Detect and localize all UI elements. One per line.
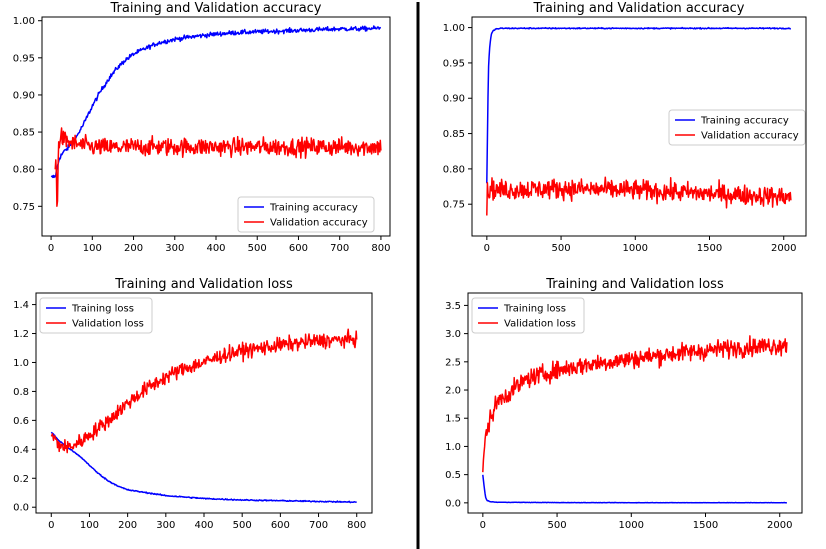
x-tick-label: 700	[330, 243, 349, 254]
x-tick-label: 300	[156, 520, 175, 531]
y-tick-label: 1.5	[445, 414, 461, 425]
x-tick-label: 200	[118, 520, 137, 531]
y-tick-label: 0.0	[445, 498, 461, 509]
series-line-validation-accuracy	[486, 176, 792, 216]
y-tick-label: 0.90	[13, 90, 35, 101]
y-tick-label: 1.0	[13, 358, 29, 369]
y-tick-label: 0.0	[13, 503, 29, 514]
x-tick-label: 2000	[771, 243, 796, 254]
y-tick-label: 0.6	[13, 416, 29, 427]
legend: Training loss Validation loss	[471, 297, 585, 334]
x-tick-label: 100	[83, 243, 102, 254]
x-tick-label: 0	[48, 520, 54, 531]
chart-panel-3: Training and Validation loss 0 100 200 300 40…	[13, 277, 373, 531]
x-tick-label: 200	[124, 243, 143, 254]
x-tick-label: 300	[165, 243, 184, 254]
x-tick-label: 1000	[619, 520, 644, 531]
y-tick-label: 0.95	[443, 58, 465, 69]
legend-box	[237, 196, 375, 233]
legend: Training accuracy Validation accuracy	[237, 196, 375, 233]
x-tick-label: 500	[248, 243, 267, 254]
y-tick-label: 3.0	[445, 329, 461, 340]
y-tick-label: 0.75	[443, 200, 465, 211]
y-tick-label: 0.80	[13, 165, 35, 176]
chart-panel-4: Training and Validation loss 0 500 1000 1500…	[445, 277, 803, 531]
chart-panel-2: Training and Validation accuracy 0 500 1000…	[443, 1, 807, 254]
x-tick-label: 0	[484, 243, 490, 254]
series-line-training-accuracy	[486, 26, 792, 184]
series-line-validation-accuracy	[54, 127, 382, 207]
y-tick-label: 3.5	[445, 301, 461, 312]
x-tick-label: 700	[309, 520, 328, 531]
legend-box	[668, 109, 806, 146]
x-tick-label: 100	[80, 520, 99, 531]
y-tick-label: 2.0	[445, 386, 461, 397]
chart-title: Training and Validation loss	[114, 277, 293, 292]
plot-frame	[467, 292, 803, 514]
y-tick-label: 0.80	[443, 164, 465, 175]
x-tick-label: 400	[206, 243, 225, 254]
y-tick-label: 1.0	[445, 442, 461, 453]
x-tick-label: 0	[48, 243, 54, 254]
x-tick-label: 1000	[623, 243, 648, 254]
legend-box	[39, 297, 153, 334]
y-tick-label: 0.95	[13, 53, 35, 64]
y-tick-label: 0.8	[13, 387, 29, 398]
x-tick-label: 2000	[767, 520, 792, 531]
legend-label: Validation accuracy	[270, 218, 368, 229]
series-line-validation-loss	[482, 335, 788, 473]
x-tick-label: 500	[548, 520, 567, 531]
y-tick-label: 0.90	[443, 94, 465, 105]
x-tick-label: 800	[371, 243, 390, 254]
y-tick-label: 0.2	[13, 474, 29, 485]
chart-title: Training and Validation accuracy	[110, 1, 322, 16]
series-line-training-accuracy	[50, 25, 382, 179]
chart-title: Training and Validation loss	[545, 277, 724, 292]
x-tick-label: 500	[552, 243, 571, 254]
legend-box	[471, 297, 585, 334]
legend-label: Validation loss	[72, 319, 144, 330]
y-tick-label: 1.4	[13, 300, 29, 311]
x-tick-label: 500	[233, 520, 252, 531]
y-tick-label: 0.75	[13, 202, 35, 213]
x-tick-label: 400	[194, 520, 213, 531]
x-tick-label: 0	[480, 520, 486, 531]
y-tick-label: 1.00	[443, 23, 465, 34]
chart-title: Training and Validation accuracy	[533, 1, 745, 16]
y-tick-label: 0.85	[443, 129, 465, 140]
x-tick-label: 800	[347, 520, 366, 531]
x-tick-label: 600	[271, 520, 290, 531]
series-line-validation-loss	[50, 328, 358, 454]
x-tick-label: 600	[289, 243, 308, 254]
legend-label: Validation accuracy	[701, 131, 799, 142]
y-tick-label: 1.2	[13, 329, 29, 340]
legend-label: Training loss	[71, 304, 134, 315]
legend-label: Training accuracy	[700, 116, 789, 127]
legend-label: Training accuracy	[269, 203, 358, 214]
x-tick-label: 1500	[693, 520, 718, 531]
y-tick-label: 0.5	[445, 470, 461, 481]
legend: Training loss Validation loss	[39, 297, 153, 334]
chart-panel-1: Training and Validation accuracy 0 100 200 3…	[13, 1, 391, 254]
y-tick-label: 0.4	[13, 445, 29, 456]
y-tick-label: 0.85	[13, 128, 35, 139]
plot-frame	[471, 16, 807, 237]
y-tick-label: 1.00	[13, 16, 35, 27]
x-tick-label: 1500	[697, 243, 722, 254]
legend-label: Training loss	[503, 304, 566, 315]
series-line-training-loss	[482, 474, 788, 504]
legend-label: Validation loss	[504, 319, 576, 330]
legend: Training accuracy Validation accuracy	[668, 109, 806, 146]
y-tick-label: 2.5	[445, 357, 461, 368]
series-line-training-loss	[50, 431, 357, 504]
